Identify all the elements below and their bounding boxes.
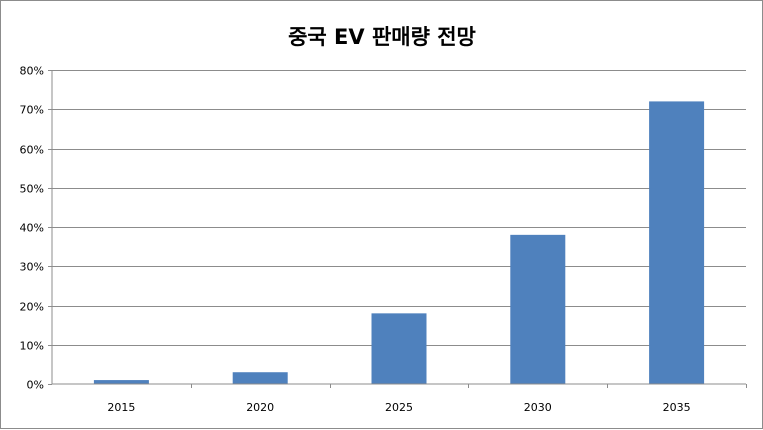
x-tick-label: 2025 bbox=[385, 401, 413, 414]
bar-2020 bbox=[232, 372, 288, 384]
y-tick-label: 0% bbox=[27, 379, 44, 392]
y-tick-label: 80% bbox=[20, 65, 44, 78]
y-tick-label: 40% bbox=[20, 222, 44, 235]
y-tick-label: 60% bbox=[20, 144, 44, 157]
bar-2015 bbox=[93, 380, 149, 384]
bars bbox=[93, 101, 705, 385]
bar-2025 bbox=[371, 313, 427, 384]
y-tick-label: 70% bbox=[20, 104, 44, 117]
y-tick-label: 20% bbox=[20, 301, 44, 314]
y-axis-ticks: 0% 10% 20% 30% 40% 50% 60% 70% 80% bbox=[20, 65, 52, 392]
bar-2035 bbox=[649, 101, 705, 385]
y-tick-label: 30% bbox=[20, 261, 44, 274]
bar-2030 bbox=[510, 234, 566, 384]
y-tick-label: 10% bbox=[20, 340, 44, 353]
x-tick-label: 2020 bbox=[246, 401, 274, 414]
x-tick-label: 2030 bbox=[524, 401, 552, 414]
gridlines bbox=[52, 70, 746, 346]
x-axis-ticks: 2015 2020 2025 2030 2035 bbox=[107, 384, 747, 414]
chart-title: 중국 EV 판매량 전망 bbox=[288, 25, 476, 49]
x-tick-label: 2015 bbox=[107, 401, 135, 414]
y-tick-label: 50% bbox=[20, 183, 44, 196]
x-tick-label: 2035 bbox=[663, 401, 691, 414]
